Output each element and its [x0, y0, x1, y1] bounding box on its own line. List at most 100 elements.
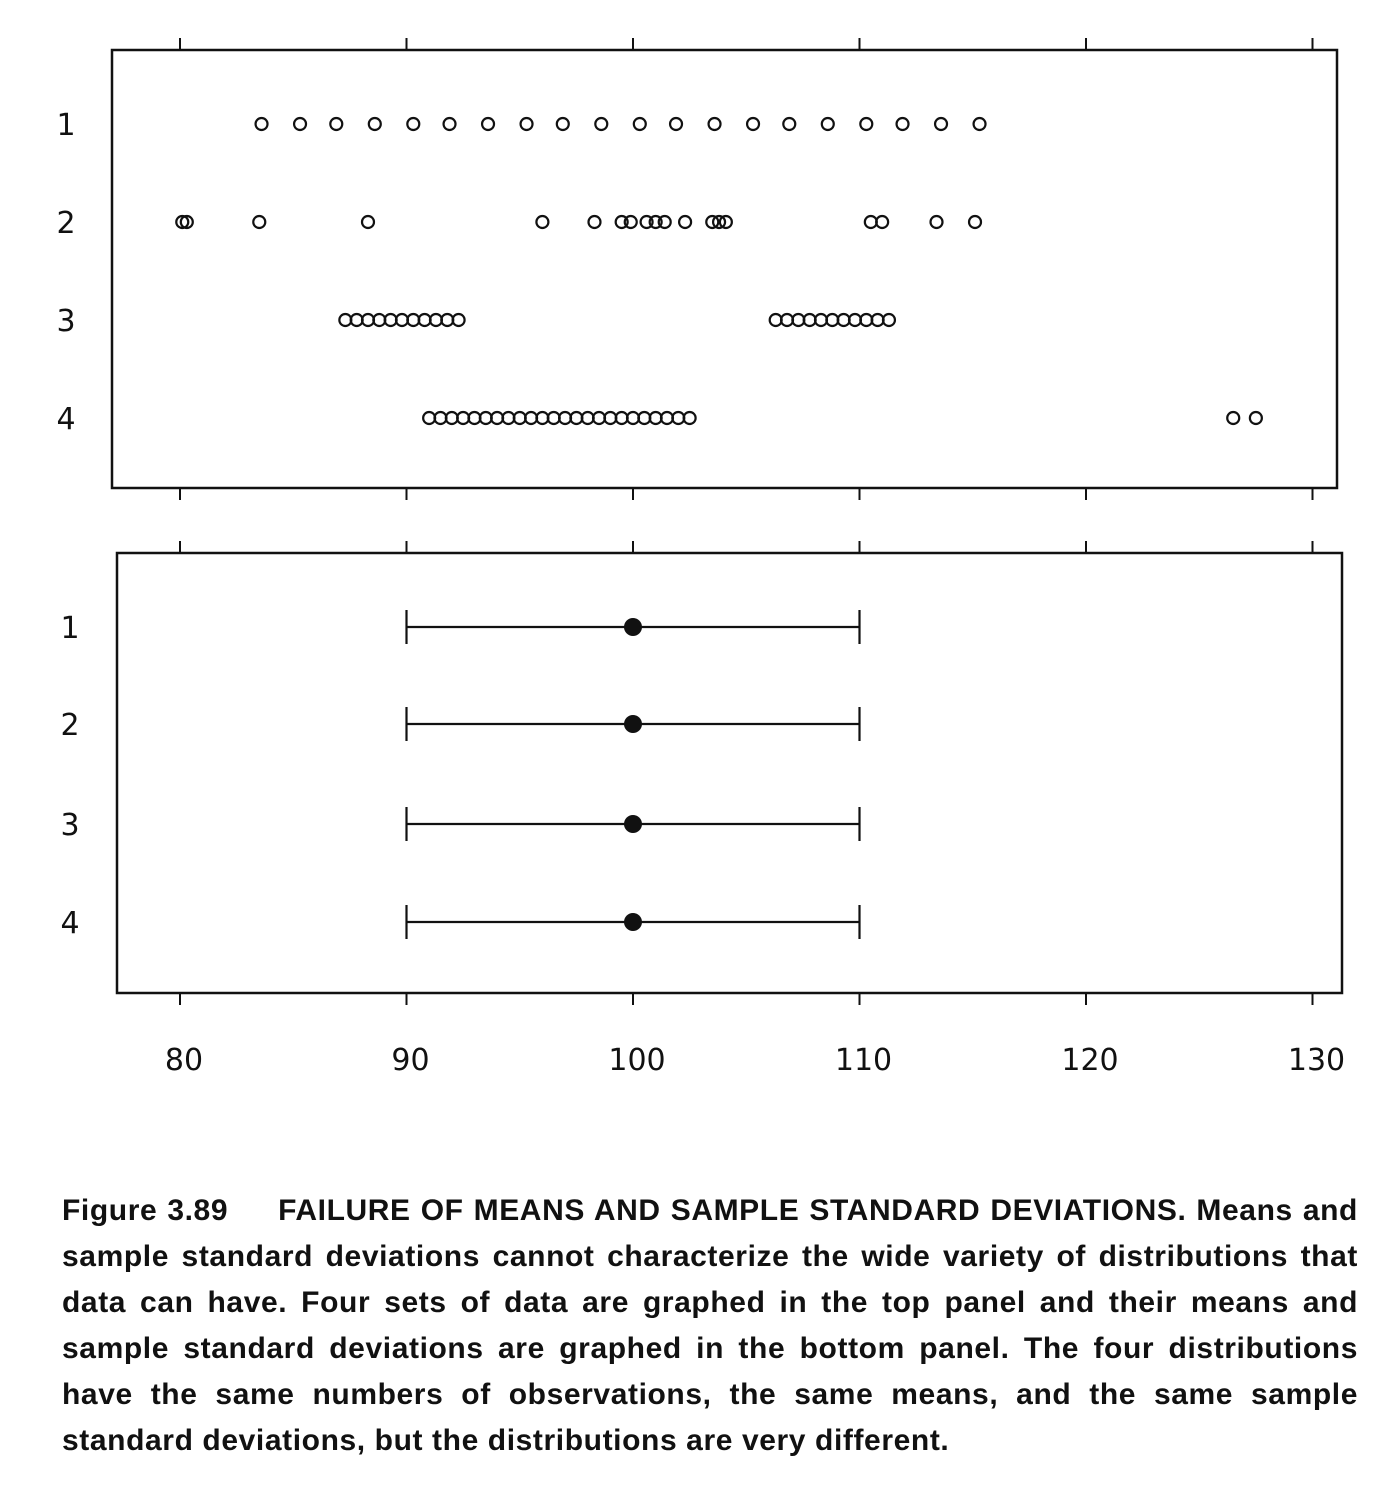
- top-panel-point-series-4: [591, 410, 607, 426]
- top-panel-point-series-1: [442, 116, 457, 132]
- bottom-panel-y-labels: 1 2 3 4: [60, 611, 79, 941]
- top-panel-ticks: [179, 38, 1314, 500]
- top-panel-point-series-4: [614, 410, 629, 426]
- top-panel-point-series-4: [569, 410, 584, 426]
- top-panel-point-series-1: [594, 116, 609, 132]
- top-panel-point-series-2: [929, 214, 944, 230]
- top-panel-point-series-2: [175, 214, 190, 230]
- x-tick-label: 90: [391, 1043, 429, 1078]
- top-panel-y-label: 3: [56, 304, 75, 339]
- top-panel-point-series-2: [863, 214, 878, 230]
- top-panel-point-series-3: [372, 312, 387, 328]
- top-panel-point-series-3: [859, 312, 874, 328]
- top-panel-point-series-1: [972, 116, 987, 132]
- top-panel-point-series-4: [648, 410, 663, 426]
- top-panel-point-series-3: [417, 312, 432, 328]
- bottom-panel-y-label: 4: [60, 906, 79, 941]
- top-panel-point-series-3: [791, 312, 806, 328]
- top-panel-point-series-3: [383, 312, 398, 328]
- top-panel-point-series-1: [745, 116, 761, 132]
- top-panel-point-series-4: [625, 410, 641, 426]
- top-panel-point-series-4: [512, 410, 527, 426]
- top-panel-point-series-3: [428, 312, 444, 328]
- top-panel-point-series-4: [501, 410, 516, 426]
- top-panel-point-series-1: [668, 116, 684, 132]
- mean-point: [624, 815, 642, 833]
- top-panel-point-series-4: [603, 410, 618, 426]
- top-panel-y-label: 4: [56, 402, 75, 437]
- top-panel-point-series-1: [782, 116, 797, 132]
- top-panel-point-series-4: [1226, 410, 1241, 426]
- top-panel-point-series-3: [813, 312, 829, 328]
- top-panel-point-series-3: [360, 312, 376, 328]
- mean-point: [624, 618, 642, 636]
- top-panel-point-series-2: [614, 214, 629, 230]
- bottom-panel-y-label: 1: [60, 611, 79, 646]
- top-panel-point-series-3: [847, 312, 863, 328]
- top-panel-point-series-4: [467, 410, 482, 426]
- x-axis-tick-labels: 80 90 100 110 120 130: [165, 1043, 1345, 1078]
- bottom-panel-ticks: [179, 541, 1314, 1005]
- top-panel-frame: [110, 48, 1339, 490]
- top-panel-point-series-4: [444, 410, 459, 426]
- top-panel-point-series-2: [648, 214, 663, 230]
- top-panel-point-series-1: [933, 116, 949, 132]
- top-panel-point-series-4: [546, 410, 561, 426]
- top-panel-point-series-2: [875, 214, 890, 230]
- top-panel-point-series-1: [632, 116, 647, 132]
- top-panel-point-series-2: [179, 214, 194, 230]
- top-panel-point-series-4: [671, 410, 686, 426]
- top-panel-point-series-3: [779, 312, 795, 328]
- top-panel-point-series-4: [1248, 410, 1263, 426]
- top-panel-point-series-1: [707, 116, 722, 132]
- top-panel-point-series-1: [292, 116, 308, 132]
- top-panel-point-series-4: [659, 410, 675, 426]
- x-tick-label: 130: [1288, 1043, 1345, 1078]
- top-panel-point-series-3: [451, 312, 466, 328]
- bottom-panel-y-label: 2: [60, 708, 79, 743]
- top-panel: 1 2 3 4: [56, 38, 1339, 500]
- top-panel-point-series-1: [820, 116, 835, 132]
- top-panel-point-series-2: [705, 214, 720, 230]
- top-panel-point-series-1: [367, 116, 382, 132]
- top-panel-point-series-4: [523, 410, 539, 426]
- top-panel-point-series-4: [456, 410, 471, 426]
- top-panel-point-series-1: [480, 116, 496, 132]
- top-panel-point-series-3: [394, 312, 410, 328]
- x-tick-label: 110: [835, 1043, 892, 1078]
- top-panel-point-series-4: [682, 410, 697, 426]
- top-panel-point-series-2: [623, 214, 638, 230]
- top-panel-point-series-3: [768, 312, 783, 328]
- bottom-panel: 1 2 3 4: [60, 541, 1344, 1005]
- figure-caption: Figure 3.89 FAILURE OF MEANS AND SAMPLE S…: [62, 1188, 1358, 1464]
- top-panel-point-series-3: [802, 312, 817, 328]
- caption-label: Figure 3.89: [62, 1194, 229, 1227]
- top-panel-point-series-2: [252, 214, 267, 230]
- top-panel-point-series-1: [519, 116, 534, 132]
- top-panel-point-series-1: [329, 116, 344, 132]
- top-panel-point-series-3: [349, 312, 364, 328]
- top-panel-y-label: 2: [56, 206, 75, 241]
- x-tick-label: 120: [1061, 1043, 1118, 1078]
- figure: 1 2 3 4 1 2 3 4 80 90 100 110 120 130: [56, 38, 1345, 1078]
- top-panel-point-series-4: [490, 410, 505, 426]
- top-panel-point-series-1: [895, 116, 910, 132]
- top-panel-point-series-3: [881, 312, 897, 328]
- mean-point: [624, 715, 642, 733]
- top-panel-points: [175, 116, 1263, 426]
- top-panel-point-series-3: [338, 312, 353, 328]
- top-panel-point-series-4: [637, 410, 652, 426]
- top-panel-point-series-2: [657, 214, 672, 230]
- top-panel-point-series-1: [859, 116, 874, 132]
- bottom-panel-error-bars: [405, 610, 861, 939]
- top-panel-point-series-2: [587, 214, 602, 230]
- top-panel-y-label: 1: [56, 108, 75, 143]
- caption-text: FAILURE OF MEANS AND SAMPLE STANDARD DEV…: [62, 1194, 1358, 1457]
- top-panel-point-series-2: [718, 214, 733, 230]
- top-panel-point-series-1: [406, 116, 421, 132]
- top-panel-point-series-3: [825, 312, 840, 328]
- top-panel-point-series-2: [967, 214, 983, 230]
- top-panel-point-series-3: [836, 312, 851, 328]
- top-panel-point-series-4: [535, 410, 550, 426]
- top-panel-point-series-4: [422, 410, 437, 426]
